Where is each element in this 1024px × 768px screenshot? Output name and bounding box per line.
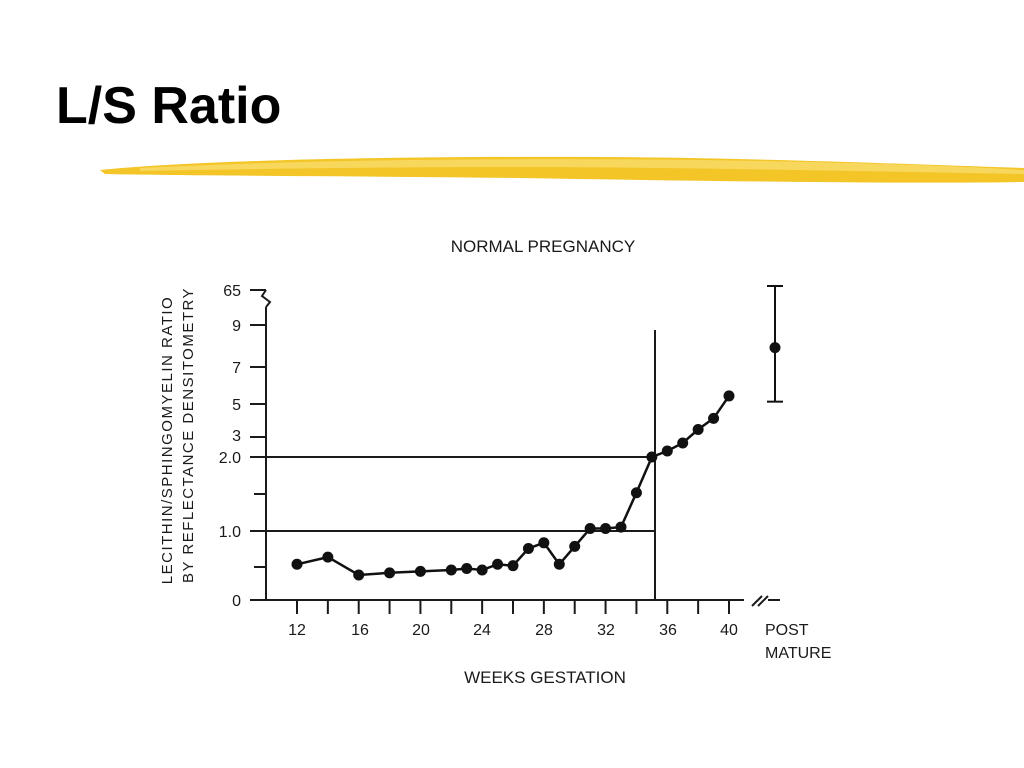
x-tick-label: 16 <box>351 622 369 639</box>
data-point <box>384 567 396 579</box>
y-tick-labels: 0 1.0 2.0 3 5 7 9 65 <box>219 283 241 610</box>
y-tick-label: 2.0 <box>219 450 241 467</box>
data-point <box>507 560 519 572</box>
data-point <box>538 537 550 549</box>
data-point <box>646 451 658 463</box>
x-tick-label: 24 <box>473 622 491 639</box>
data-point <box>476 564 488 576</box>
data-point <box>584 523 596 534</box>
data-point <box>569 540 581 552</box>
data-point <box>291 558 303 570</box>
slide-title: L/S Ratio <box>56 77 282 135</box>
data-point <box>677 437 689 449</box>
y-tick-label: 1.0 <box>219 524 241 541</box>
data-point <box>723 390 735 402</box>
x-axis-title: WEEKS GESTATION <box>464 668 626 687</box>
x-extra-label-line2: MATURE <box>765 645 831 662</box>
data-point <box>600 523 612 534</box>
data-point <box>661 445 673 457</box>
x-tick-label: 32 <box>597 622 615 639</box>
accent-brush-stroke-highlight <box>140 159 1024 174</box>
series-line <box>296 395 731 577</box>
x-tick-label: 36 <box>659 622 677 639</box>
chart-title: NORMAL PREGNANCY <box>451 237 636 256</box>
x-axis-break-mark <box>751 595 769 607</box>
y-axis-title-line1: LECITHIN/SPHINGOMYELIN RATIO <box>159 296 176 584</box>
data-point <box>461 563 473 575</box>
data-point <box>522 543 534 555</box>
data-point <box>492 558 504 570</box>
x-ticks <box>296 600 730 614</box>
data-point <box>708 412 720 424</box>
y-axis <box>250 289 272 601</box>
data-point <box>322 551 334 563</box>
y-tick-label: 7 <box>232 360 241 377</box>
post-mature-errorbar <box>767 285 783 403</box>
y-tick-label: 0 <box>232 593 241 610</box>
x-tick-labels: 12 16 20 24 28 32 36 40 POST MATURE <box>288 622 831 662</box>
x-tick-label: 28 <box>535 622 553 639</box>
data-series <box>291 390 735 581</box>
data-point <box>630 487 642 499</box>
x-extra-label-line1: POST <box>765 622 809 639</box>
x-tick-label: 12 <box>288 622 306 639</box>
y-tick-label: 65 <box>223 283 241 300</box>
x-tick-label: 20 <box>412 622 430 639</box>
x-tick-label: 40 <box>720 622 738 639</box>
data-point <box>553 558 565 570</box>
y-tick-label: 9 <box>232 318 241 335</box>
y-axis-title: LECITHIN/SPHINGOMYELIN RATIO BY REFLECTA… <box>159 287 197 584</box>
data-point <box>615 521 627 533</box>
y-tick-label: 3 <box>232 428 241 445</box>
post-mature-point <box>769 342 781 354</box>
data-point <box>353 569 365 581</box>
y-axis-title-line2: BY REFLECTANCE DENSITOMETRY <box>180 287 197 583</box>
y-axis-break-mark <box>260 289 272 308</box>
title-underline-stroke <box>100 156 1024 183</box>
data-point <box>692 424 704 436</box>
data-point <box>414 565 426 577</box>
data-point <box>445 564 457 576</box>
y-tick-label: 5 <box>232 397 241 414</box>
x-axis <box>266 595 780 607</box>
